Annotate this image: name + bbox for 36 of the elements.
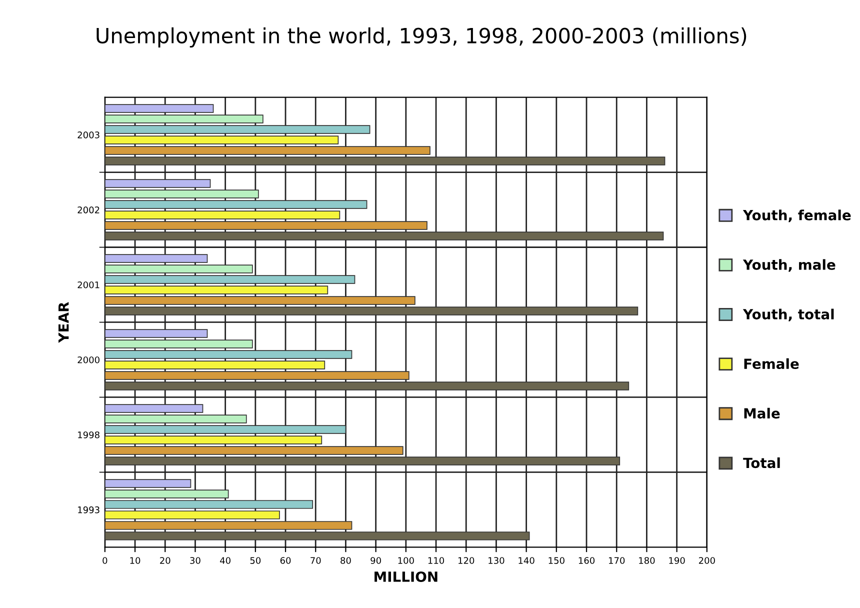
x-tick-label: 170: [608, 557, 625, 564]
x-tick-label: 0: [102, 557, 108, 564]
legend-label: Youth, male: [742, 259, 836, 272]
legend-label: Youth, total: [742, 308, 834, 322]
x-tick-label: 180: [639, 557, 655, 564]
x-tick-label: 160: [578, 557, 595, 564]
x-tick-label: 130: [488, 557, 504, 564]
x-tick-label: 200: [698, 557, 715, 564]
legend-label: Total: [743, 457, 780, 468]
y-tick-label: 2001: [78, 281, 100, 288]
legend-label: Youth, female: [742, 210, 851, 222]
x-tick-label: 190: [669, 557, 685, 564]
chart-title: Unemployment in the world, 1993, 1998, 2000-2003 (millions): [96, 27, 746, 48]
y-tick-label: 2002: [78, 206, 100, 214]
x-tick-label: 40: [220, 557, 230, 564]
x-tick-label: 10: [130, 557, 140, 564]
x-tick-label: 70: [310, 557, 321, 564]
y-tick-label: 2003: [78, 132, 100, 138]
y-tick-label: 1998: [78, 431, 100, 438]
x-tick-label: 140: [518, 557, 534, 564]
x-tick-label: 110: [428, 557, 444, 564]
y-axis-title: YEAR: [58, 302, 69, 343]
x-tick-label: 80: [340, 557, 351, 564]
y-tick-label: 2000: [78, 356, 100, 364]
x-tick-label: 60: [280, 557, 291, 564]
x-tick-label: 120: [458, 557, 474, 564]
x-tick-label: 50: [250, 557, 261, 564]
y-tick-label: 1993: [78, 506, 100, 514]
x-tick-label: 150: [548, 557, 564, 564]
legend-label: Female: [744, 358, 799, 370]
x-tick-label: 30: [190, 557, 200, 564]
x-axis-title: MILLION: [374, 571, 438, 582]
legend-label: Male: [744, 408, 780, 419]
x-tick-label: 20: [160, 557, 170, 564]
x-tick-label: 100: [398, 557, 414, 564]
x-tick-label: 90: [370, 557, 381, 564]
